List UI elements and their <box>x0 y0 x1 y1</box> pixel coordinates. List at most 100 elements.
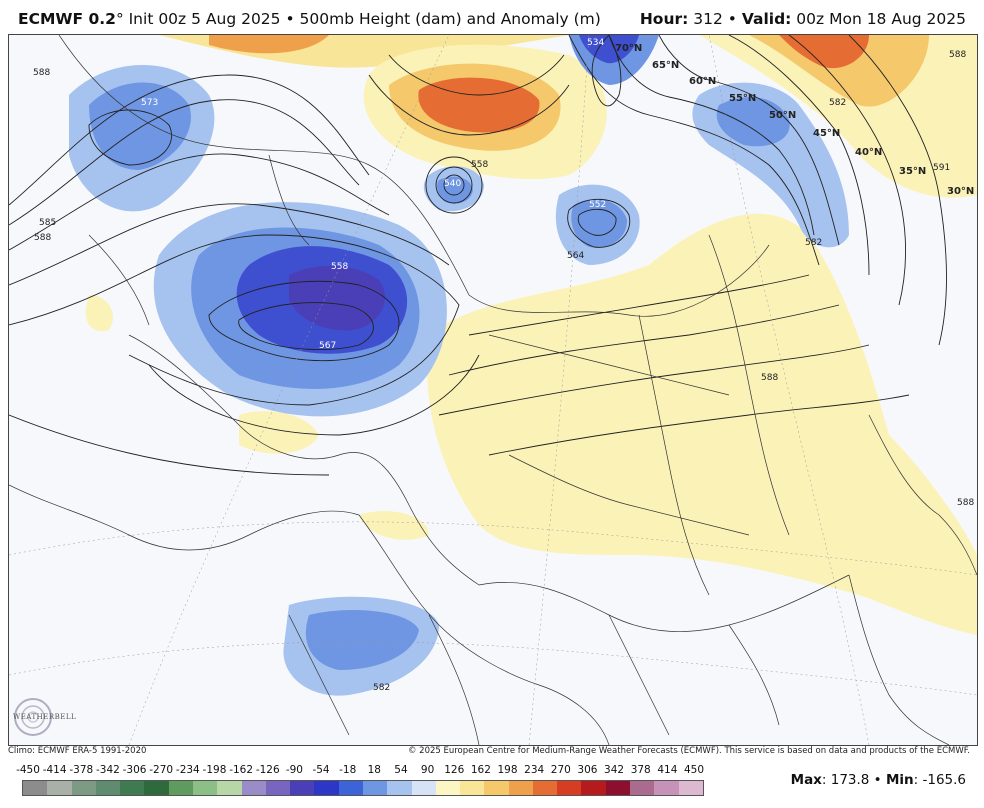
colorbar-tick-label: -342 <box>95 764 120 776</box>
map-canvas[interactable]: 65°N 60°N 55°N 50°N 45°N 40°N 35°N 30°N … <box>8 34 978 746</box>
weatherbell-logo: WEATHERBELL <box>13 695 77 739</box>
hour-value: 312 • <box>688 10 742 28</box>
colorbar-tick-label: -378 <box>69 764 94 776</box>
lat-label: 60°N <box>689 76 716 87</box>
colorbar-swatch <box>47 781 72 795</box>
colorbar-swatch <box>290 781 315 795</box>
graticule <box>9 35 977 745</box>
map-svg: 65°N 60°N 55°N 50°N 45°N 40°N 35°N 30°N … <box>9 35 977 745</box>
colorbar-tick-label: 54 <box>394 764 408 776</box>
contour-label: 582 <box>829 98 846 108</box>
lat-label: 70°N <box>615 43 642 54</box>
colorbar-tick-label: 414 <box>657 764 678 776</box>
colorbar-swatch <box>581 781 606 795</box>
colorbar-swatch <box>241 781 266 795</box>
contour-label: 564 <box>567 251 584 261</box>
contour-label: 534 <box>587 38 604 48</box>
colorbar-swatch <box>532 781 558 795</box>
colorbar-tick-label: -306 <box>122 764 147 776</box>
contour-label: 588 <box>33 68 50 78</box>
lat-label: 50°N <box>769 110 796 121</box>
contour-label: 582 <box>805 238 822 248</box>
colorbar-tick-label: 270 <box>550 764 571 776</box>
colorbar-tick-label: 126 <box>444 764 465 776</box>
colorbar-swatch <box>314 781 339 795</box>
colorbar-tick-label: -450 <box>16 764 40 776</box>
contour-label: 588 <box>957 498 974 508</box>
colorbar-swatch <box>168 781 193 795</box>
colorbar-swatch <box>120 781 145 795</box>
lat-label: 45°N <box>813 128 840 139</box>
valid-time: Hour: 312 • Valid: 00z Mon 18 Aug 2025 <box>640 10 966 28</box>
colorbar-swatch <box>265 781 291 795</box>
colorbar-swatch <box>508 781 533 795</box>
colorbar-tick-label: 450 <box>683 764 705 776</box>
negative-anomaly-areas <box>69 35 849 696</box>
contour-label: 573 <box>141 98 158 108</box>
colorbar-swatch <box>630 781 655 795</box>
max-min-readout: Max: 173.8 • Min: -165.6 <box>791 772 966 788</box>
min-value: : -165.6 <box>913 772 966 788</box>
contour-label: 567 <box>319 341 336 351</box>
contour-label: 588 <box>949 50 966 60</box>
colorbar-tick-label: 90 <box>420 764 435 776</box>
height-contours <box>9 35 947 476</box>
colorbar-swatch <box>557 781 582 795</box>
colorbar-tick-label: 162 <box>470 764 491 776</box>
contour-label: 558 <box>471 160 488 170</box>
min-label: Min <box>885 772 914 788</box>
logo-text: WEATHERBELL <box>13 713 77 721</box>
colorbar-swatch <box>654 781 679 795</box>
contour-label: 588 <box>761 373 778 383</box>
contour-label: 540 <box>444 179 461 189</box>
valid-value: 00z Mon 18 Aug 2025 <box>791 10 966 28</box>
lat-label: 55°N <box>729 93 756 104</box>
contour-label: 558 <box>331 262 348 272</box>
colorbar-tick-label: 306 <box>577 764 598 776</box>
contour-labels: 588 585 588 573 558 552 540 558 567 564 … <box>33 38 974 693</box>
colorbar-tick-label: -234 <box>175 764 200 776</box>
lat-label: 35°N <box>899 166 926 177</box>
colorbar-swatch <box>144 781 169 795</box>
contour-label: 588 <box>34 233 51 243</box>
model-name: ECMWF 0.2 <box>18 10 116 28</box>
colorbar-swatch <box>678 781 703 795</box>
max-label: Max <box>790 772 822 788</box>
map-title: ECMWF 0.2° Init 00z 5 Aug 2025 • 500mb H… <box>18 10 601 28</box>
colorbar-tick-label: 18 <box>367 764 381 776</box>
lat-label: 40°N <box>855 147 882 158</box>
country-borders <box>9 35 977 745</box>
contour-label: 582 <box>373 683 390 693</box>
colorbar-swatch <box>362 781 388 795</box>
contour-label: 552 <box>589 200 606 210</box>
colorbar-swatch <box>217 781 242 795</box>
hour-label: Hour: <box>639 10 689 28</box>
contour-label: 585 <box>39 218 56 228</box>
colorbar-tick-label: -414 <box>42 764 67 776</box>
colorbar-swatch <box>192 781 218 795</box>
colorbar-tick-label: -270 <box>149 764 174 776</box>
latitude-labels: 65°N 60°N 55°N 50°N 45°N 40°N 35°N 30°N <box>652 60 974 197</box>
lat-label: 65°N <box>652 60 679 71</box>
climo-note: Climo: ECMWF ERA-5 1991-2020 <box>8 746 147 756</box>
header: ECMWF 0.2° Init 00z 5 Aug 2025 • 500mb H… <box>0 0 984 34</box>
colorbar-tick-label: -126 <box>255 764 280 776</box>
colorbar-swatch <box>95 781 121 795</box>
colorbar-swatches <box>22 780 704 796</box>
colorbar-swatch <box>71 781 96 795</box>
colorbar: -450 -414 -378 -342 -306 -270 -234 -198 -162 -126… <box>16 764 705 798</box>
title-description: ° Init 00z 5 Aug 2025 • 500mb Height (da… <box>115 10 601 28</box>
colorbar-swatch <box>411 781 436 795</box>
colorbar-swatch <box>387 781 412 795</box>
colorbar-labels: -450 -414 -378 -342 -306 -270 -234 -198 -162 -126… <box>16 764 705 778</box>
colorbar-tick-label: 234 <box>524 764 545 776</box>
colorbar-swatch <box>338 781 363 795</box>
lat-label: 30°N <box>947 186 974 197</box>
colorbar-tick-label: -90 <box>285 764 303 776</box>
copyright-note: © 2025 European Centre for Medium-Range … <box>407 746 970 756</box>
colorbar-tick-label: -54 <box>312 764 330 776</box>
colorbar-tick-label: 342 <box>604 764 625 776</box>
colorbar-swatch <box>435 781 461 795</box>
colorbar-tick-label: -198 <box>202 764 227 776</box>
colorbar-tick-label: -162 <box>229 764 254 776</box>
